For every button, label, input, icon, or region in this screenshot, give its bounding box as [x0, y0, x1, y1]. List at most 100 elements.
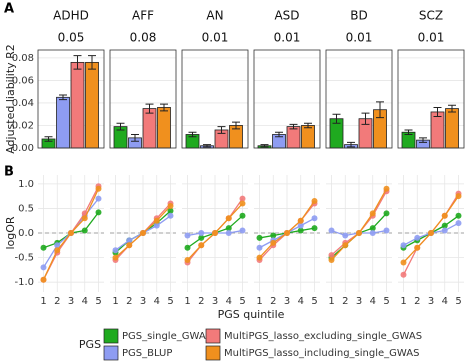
point — [441, 227, 448, 234]
point — [167, 202, 174, 209]
point — [167, 207, 174, 214]
x-tick-label: 2 — [270, 296, 276, 307]
point — [225, 225, 232, 232]
facet-annotation: 0.05 — [58, 31, 85, 45]
point — [40, 264, 47, 271]
y-tick-label: 0.5 — [18, 203, 34, 214]
x-tick-label: 1 — [256, 296, 262, 307]
point — [369, 230, 376, 237]
x-tick-label: 1 — [328, 296, 334, 307]
point — [40, 276, 47, 283]
facet-title: AFF — [132, 9, 154, 23]
x-tick-label: 3 — [284, 296, 290, 307]
x-tick-label: 3 — [68, 296, 74, 307]
point — [455, 212, 462, 219]
error-bar — [145, 103, 154, 114]
error-bar — [44, 136, 53, 142]
point — [95, 195, 102, 202]
y-tick-label: 0.06 — [12, 75, 34, 86]
error-bar — [59, 94, 67, 101]
bar — [301, 125, 315, 149]
error-bar — [448, 104, 456, 113]
point — [256, 254, 263, 261]
x-tick-label: 4 — [82, 296, 88, 307]
panel-border — [397, 49, 465, 149]
panel-border — [181, 49, 249, 149]
point — [54, 242, 61, 249]
bar — [56, 96, 70, 149]
point — [311, 225, 318, 232]
point — [95, 185, 102, 192]
point — [270, 232, 277, 239]
error-bar — [88, 55, 96, 70]
facet-title: SCZ — [419, 9, 443, 23]
point — [81, 215, 88, 222]
x-tick-label: 4 — [226, 296, 232, 307]
legend-swatch — [103, 328, 119, 344]
point — [256, 234, 263, 241]
panel-border — [253, 49, 321, 149]
x-tick-label: 5 — [383, 296, 389, 307]
point — [441, 212, 448, 219]
facet-title: ADHD — [53, 9, 89, 23]
legend-swatch — [205, 345, 221, 361]
panel-label: B — [4, 165, 14, 180]
error-bar — [188, 131, 197, 138]
point — [455, 193, 462, 200]
point — [311, 198, 318, 205]
point — [297, 227, 304, 234]
panel-border — [109, 49, 177, 149]
y-tick-label: 0.02 — [12, 120, 34, 131]
point — [297, 217, 304, 224]
point — [239, 195, 246, 202]
x-tick-label: 1 — [184, 296, 190, 307]
x-tick-label: 4 — [442, 296, 448, 307]
error-bar — [232, 121, 240, 130]
x-tick-label: 3 — [140, 296, 146, 307]
point — [81, 227, 88, 234]
point — [455, 220, 462, 227]
bar — [70, 61, 85, 149]
point — [184, 257, 191, 264]
point — [40, 244, 47, 251]
point — [153, 217, 160, 224]
point — [383, 210, 390, 217]
point — [342, 242, 349, 249]
error-bar — [332, 113, 341, 124]
point — [383, 185, 390, 192]
error-bar — [289, 123, 298, 130]
point — [112, 247, 119, 254]
point — [198, 230, 205, 237]
error-bar — [275, 131, 283, 138]
point — [383, 227, 390, 234]
x-tick-label: 2 — [54, 296, 60, 307]
error-bar — [260, 144, 269, 148]
point — [126, 237, 133, 244]
point — [414, 244, 421, 251]
error-bar — [116, 122, 125, 131]
bar — [157, 107, 171, 149]
legend-swatch — [205, 328, 221, 344]
facet-title: AN — [206, 9, 223, 23]
point — [167, 212, 174, 219]
error-bar — [419, 137, 427, 143]
y-tick-label: 1.0 — [18, 179, 34, 190]
y-tick-label: -0.5 — [14, 253, 34, 264]
x-tick-label: 3 — [212, 296, 218, 307]
error-bar — [347, 141, 355, 148]
y-axis-label: Adjusted liability R2 — [4, 44, 17, 154]
facet-annotation: 0.01 — [202, 31, 229, 45]
facet-title: BD — [350, 9, 367, 23]
error-bar — [376, 101, 384, 119]
point — [54, 247, 61, 254]
bar — [430, 111, 445, 149]
x-axis-label: PGS quintile — [218, 308, 285, 321]
error-bar — [304, 122, 312, 129]
bar — [445, 108, 459, 149]
x-tick-label: 1 — [400, 296, 406, 307]
x-tick-label: 3 — [356, 296, 362, 307]
error-bar — [73, 55, 82, 70]
bar — [85, 61, 99, 149]
y-tick-label: 0.00 — [12, 143, 34, 154]
